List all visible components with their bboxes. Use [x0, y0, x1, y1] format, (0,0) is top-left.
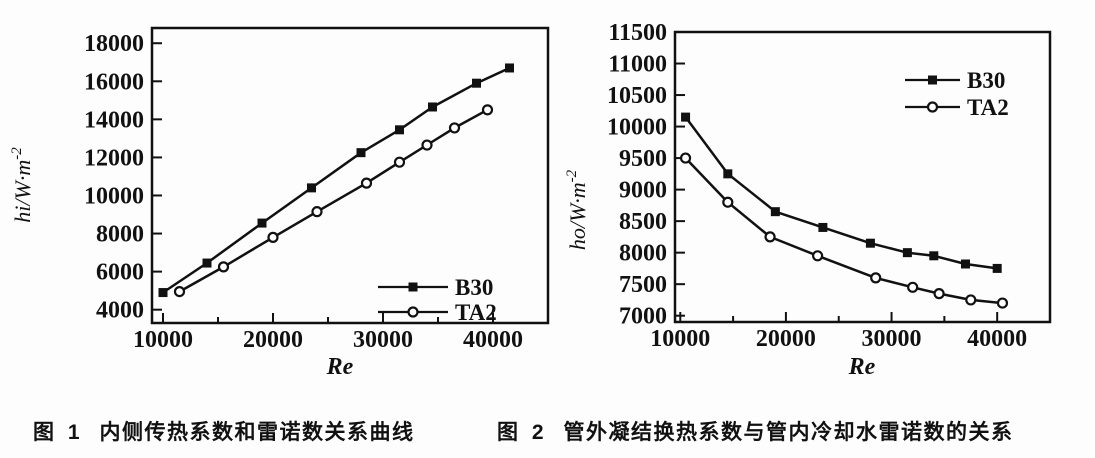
y-tick-label: 10000: [84, 183, 144, 209]
series-B30-square-marker: [257, 218, 267, 228]
x-tick-label: 20000: [243, 327, 303, 353]
x-tick-label: 20000: [756, 326, 816, 352]
legend-label-TA2: TA2: [455, 300, 497, 325]
series-TA2-circle-marker: [907, 281, 919, 293]
x-axis-title: Re: [848, 354, 876, 380]
figure2-chart: 10000 20000 30000 40000 7000 7500 8000 8500 9000…: [564, 20, 1052, 380]
figure2-caption-text: 管外凝结换热系数与管内冷却水雷诺数的关系: [563, 421, 1014, 444]
legend-B30-square-marker: [408, 282, 418, 292]
series-TA2-circle-marker: [996, 297, 1009, 309]
x-tick-label: 30000: [862, 326, 922, 352]
figure2-caption: 图 2 管外凝结换热系数与管内冷却水雷诺数的关系: [497, 416, 1014, 446]
legend-label-TA2: TA2: [967, 95, 1009, 120]
y-tick-label: 9500: [619, 146, 667, 172]
series-B30-square-marker: [505, 63, 514, 73]
series-B30-square-marker: [865, 238, 875, 248]
series-B30-square-marker: [428, 102, 437, 112]
series-B30-square-marker: [723, 169, 733, 179]
figure2-caption-number: 图 2: [497, 421, 548, 444]
series-B30-square-marker: [902, 248, 912, 258]
y-tick-label: 8500: [619, 209, 667, 235]
x-tick-label: 40000: [967, 326, 1027, 352]
y-tick-label: 14000: [84, 107, 144, 133]
x-tick-label: 10000: [133, 327, 193, 353]
y-tick-label: 18000: [84, 31, 144, 57]
series-TA2-circle-marker: [173, 285, 186, 298]
series-B30-square-marker: [929, 251, 939, 261]
figure1-caption-number: 图 1: [33, 421, 84, 444]
series-TA2-circle-marker: [764, 231, 776, 243]
x-tick-label: 30000: [353, 327, 413, 353]
series-TA2-circle-marker: [679, 152, 692, 164]
figure1-caption: 图 1 内侧传热系数和雷诺数关系曲线: [33, 416, 415, 446]
series-B30-square-marker: [770, 207, 780, 217]
series-B30-square-marker: [307, 183, 316, 193]
y-tick-label: 8000: [96, 222, 144, 248]
y-tick-label: 7000: [619, 304, 667, 330]
y-tick-label: 10000: [607, 115, 667, 141]
x-tick-label: 40000: [463, 327, 523, 353]
y-tick-label: 11000: [608, 52, 667, 78]
figure1-chart: 10000 20000 30000 40000 4000 6000 8000 10000 120…: [9, 26, 550, 380]
legend-label-B30: B30: [455, 275, 493, 300]
x-axis-title: Re: [326, 354, 354, 380]
series-B30-square-marker: [356, 148, 366, 158]
series-TA2-circle-marker: [217, 261, 230, 273]
series-TA2-circle-marker: [311, 206, 323, 218]
series-TA2-circle-marker: [812, 250, 824, 262]
series-TA2-circle-marker: [393, 156, 406, 168]
figure1-caption-text: 内侧传热系数和雷诺数关系曲线: [99, 421, 415, 444]
y-tick-label: 4000: [96, 298, 144, 324]
series-line-B30: [162, 66, 511, 294]
series-TA2-circle-marker: [360, 177, 373, 189]
plot-frame: [673, 30, 1052, 324]
y-tick-label: 11500: [608, 20, 667, 46]
series-B30-square-marker: [202, 258, 212, 268]
y-tick-label: 7500: [619, 272, 667, 298]
series-TA2-circle-marker: [448, 122, 461, 134]
series-line-TA2: [684, 157, 1003, 305]
y-tick-label: 9000: [619, 178, 667, 204]
y-tick-label: 8000: [619, 241, 667, 267]
series-B30-square-marker: [158, 288, 168, 298]
series-B30-square-marker: [960, 259, 970, 269]
series-TA2-circle-marker: [965, 294, 977, 306]
series-B30-square-marker: [681, 112, 691, 122]
series-line-B30: [684, 116, 998, 270]
y-axis-title: hi/W·m-2: [9, 147, 35, 223]
y-axis-title: ho/W·m-2: [564, 169, 590, 250]
series-B30-square-marker: [395, 125, 404, 135]
series-B30-square-marker: [472, 78, 481, 88]
legend-TA2-circle-marker: [407, 306, 419, 318]
series-B30-square-marker: [818, 222, 828, 232]
y-tick-label: 10500: [607, 83, 667, 109]
series-B30-square-marker: [992, 263, 1002, 273]
y-tick-label: 12000: [84, 145, 144, 171]
series-TA2-circle-marker: [481, 104, 494, 116]
series-TA2-circle-marker: [421, 139, 433, 151]
legend-B30-square-marker: [928, 75, 937, 85]
legend-label-B30: B30: [967, 68, 1005, 93]
plot-frame: [150, 26, 550, 325]
y-tick-label: 16000: [84, 69, 144, 95]
series-TA2-circle-marker: [722, 196, 734, 208]
series-TA2-circle-marker: [933, 288, 945, 300]
x-tick-label: 10000: [650, 326, 710, 352]
y-tick-label: 6000: [96, 260, 144, 286]
series-TA2-circle-marker: [267, 231, 279, 243]
legend-TA2-circle-marker: [926, 101, 939, 113]
series-TA2-circle-marker: [870, 272, 882, 284]
